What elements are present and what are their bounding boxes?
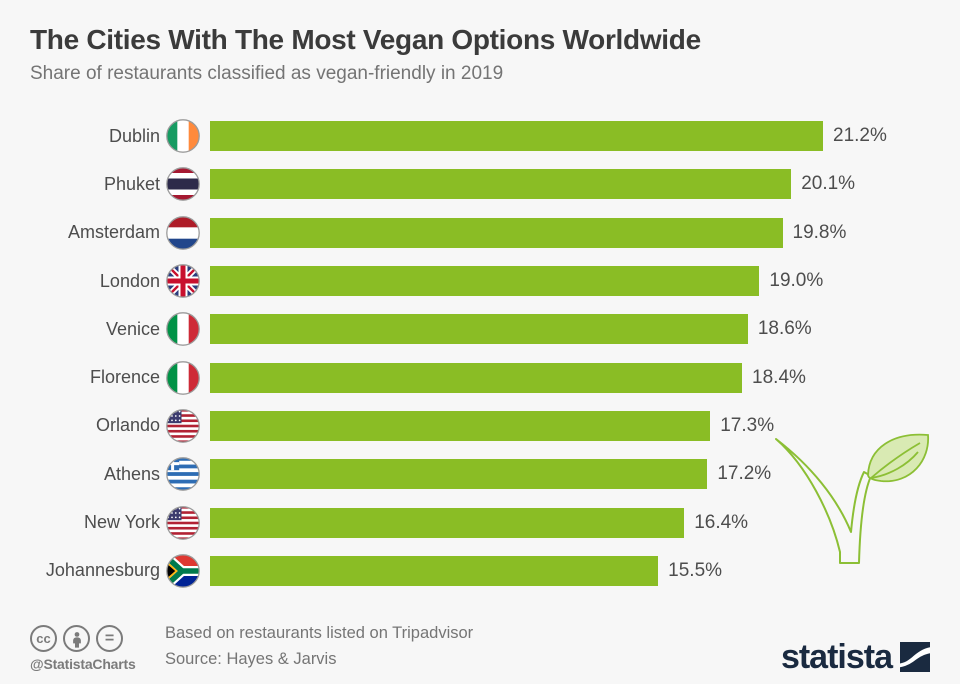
footer: cc = @StatistaCharts Based on restaurant… [30,620,930,676]
flag-netherlands-icon [166,215,200,250]
city-label: Florence [89,367,160,388]
flag-uk-icon [166,264,200,298]
flag-greece-icon [166,457,200,492]
bar [210,555,659,586]
note-text: Based on restaurants listed on Tripadvis… [165,624,474,642]
flag-italy-icon [166,312,200,347]
flag-italy-icon [166,360,200,395]
value-label: 19.0% [769,270,824,292]
city-label: Phuket [103,173,160,194]
vegan-leaf-illustration [775,433,929,564]
statista-charts-handle: @StatistaCharts [30,656,136,672]
license-block: cc = @StatistaCharts [30,625,148,672]
bar-row: Johannesburg 15.5% [0,547,960,595]
city-label: New York [83,512,160,533]
attribution-person-icon [63,625,90,652]
value-label: 19.8% [792,221,847,243]
bar [210,217,783,248]
bar [210,459,708,490]
bar [210,314,748,345]
flag-ireland-icon [166,119,200,153]
value-label: 15.5% [668,559,723,581]
statista-wordmark: statista [780,638,893,676]
bar-row: Phuket 20.1% [0,160,960,208]
value-label: 16.4% [694,511,749,533]
equals-icon: = [96,625,123,652]
value-label: 17.3% [720,414,775,436]
statista-logo-mark-icon [900,642,930,672]
bar-row: Florence 18.4% [0,353,960,401]
flag-south-africa-icon [166,553,200,588]
bar [210,121,823,152]
city-label: Amsterdam [67,222,160,243]
statista-logo: statista [780,638,930,676]
city-label: Dublin [108,125,160,146]
bar [210,362,743,393]
city-label: London [99,270,160,291]
source-text: Source: Hayes & Jarvis [165,650,337,668]
header: The Cities With The Most Vegan Options W… [30,24,930,85]
chart-subtitle: Share of restaurants classified as vegan… [30,63,504,84]
bar [210,266,760,297]
chart-title: The Cities With The Most Vegan Options W… [30,24,701,55]
flag-usa-icon [166,409,200,443]
bar-chart: Dublin 21.2% Phuket 20.1% Amsterdam 19.8… [0,112,960,595]
flag-thailand-icon [166,167,200,202]
city-label: Orlando [95,415,160,436]
bar-row: Dublin 21.2% [0,112,960,160]
city-label: Venice [105,318,160,339]
bar [210,410,711,441]
value-label: 18.4% [752,366,806,388]
bar-row: Orlando 17.3% [0,402,960,450]
value-label: 17.2% [717,463,772,485]
value-label: 18.6% [757,318,812,340]
source-notes: Based on restaurants listed on Tripadvis… [165,620,473,672]
bar-row: London 19.0% [0,257,960,305]
city-label: Athens [103,463,160,484]
cc-license-icons: cc = [30,625,148,652]
bar [210,169,792,200]
bar-row: Athens 17.2% [0,450,960,498]
bar-row: Venice 18.6% [0,305,960,353]
value-label: 21.2% [833,125,887,147]
bar-row: New York 16.4% [0,498,960,546]
flag-usa-icon [166,505,200,540]
value-label: 20.1% [801,173,856,195]
city-label: Johannesburg [45,560,160,581]
bar [210,507,685,538]
cc-icon: cc [30,625,57,652]
bar-row: Amsterdam 19.8% [0,209,960,257]
